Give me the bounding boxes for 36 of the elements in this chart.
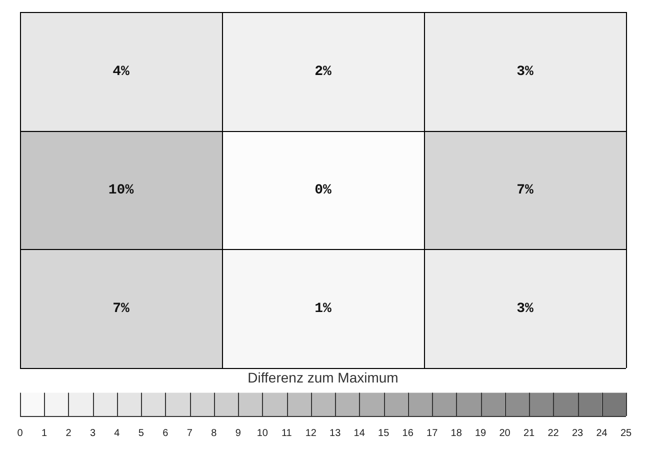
- color-bar-label: 1: [41, 428, 48, 439]
- data-label: 7%: [516, 182, 534, 199]
- color-bar-label: 17: [426, 428, 438, 439]
- color-bar-label: 15: [378, 428, 390, 439]
- data-label: 7%: [112, 301, 130, 318]
- data-label: 4%: [112, 64, 130, 80]
- color-bar-label: 8: [211, 428, 218, 439]
- data-label: 3%: [516, 301, 534, 318]
- color-bar-label: 3: [90, 428, 96, 439]
- data-label: 10%: [108, 182, 134, 199]
- data-label: 0%: [314, 182, 332, 199]
- color-bar-label: 16: [402, 428, 414, 439]
- color-bar-label: 2: [66, 428, 72, 439]
- color-bar-label: 11: [281, 428, 292, 439]
- color-bar-label: 23: [572, 428, 584, 439]
- color-bar-label: 24: [596, 428, 608, 439]
- data-label: 2%: [314, 64, 332, 80]
- color-bar-label: 21: [523, 428, 536, 439]
- color-bar-label: 19: [474, 428, 487, 439]
- color-bar-label: 18: [450, 428, 462, 439]
- color-bar-label: 4: [114, 428, 120, 439]
- color-bar-label: 12: [305, 428, 317, 439]
- color-bar-label: 20: [499, 428, 511, 439]
- color-bar-label: 0: [17, 428, 24, 439]
- data-label: 1%: [314, 301, 332, 318]
- color-bar-label: 25: [620, 428, 632, 439]
- color-bar-label: 7: [186, 428, 193, 439]
- data-label: 3%: [516, 64, 534, 80]
- color-bar-title: Differenz zum Maximum: [248, 369, 398, 386]
- color-bar-label: 9: [235, 428, 242, 439]
- color-bar-label: 22: [548, 428, 560, 439]
- color-bar-label: 6: [162, 428, 169, 439]
- color-bar-label: 10: [256, 428, 268, 439]
- color-bar-label: 5: [138, 428, 144, 439]
- color-bar-label: 13: [330, 428, 342, 439]
- color-bar-label: 14: [354, 428, 366, 439]
